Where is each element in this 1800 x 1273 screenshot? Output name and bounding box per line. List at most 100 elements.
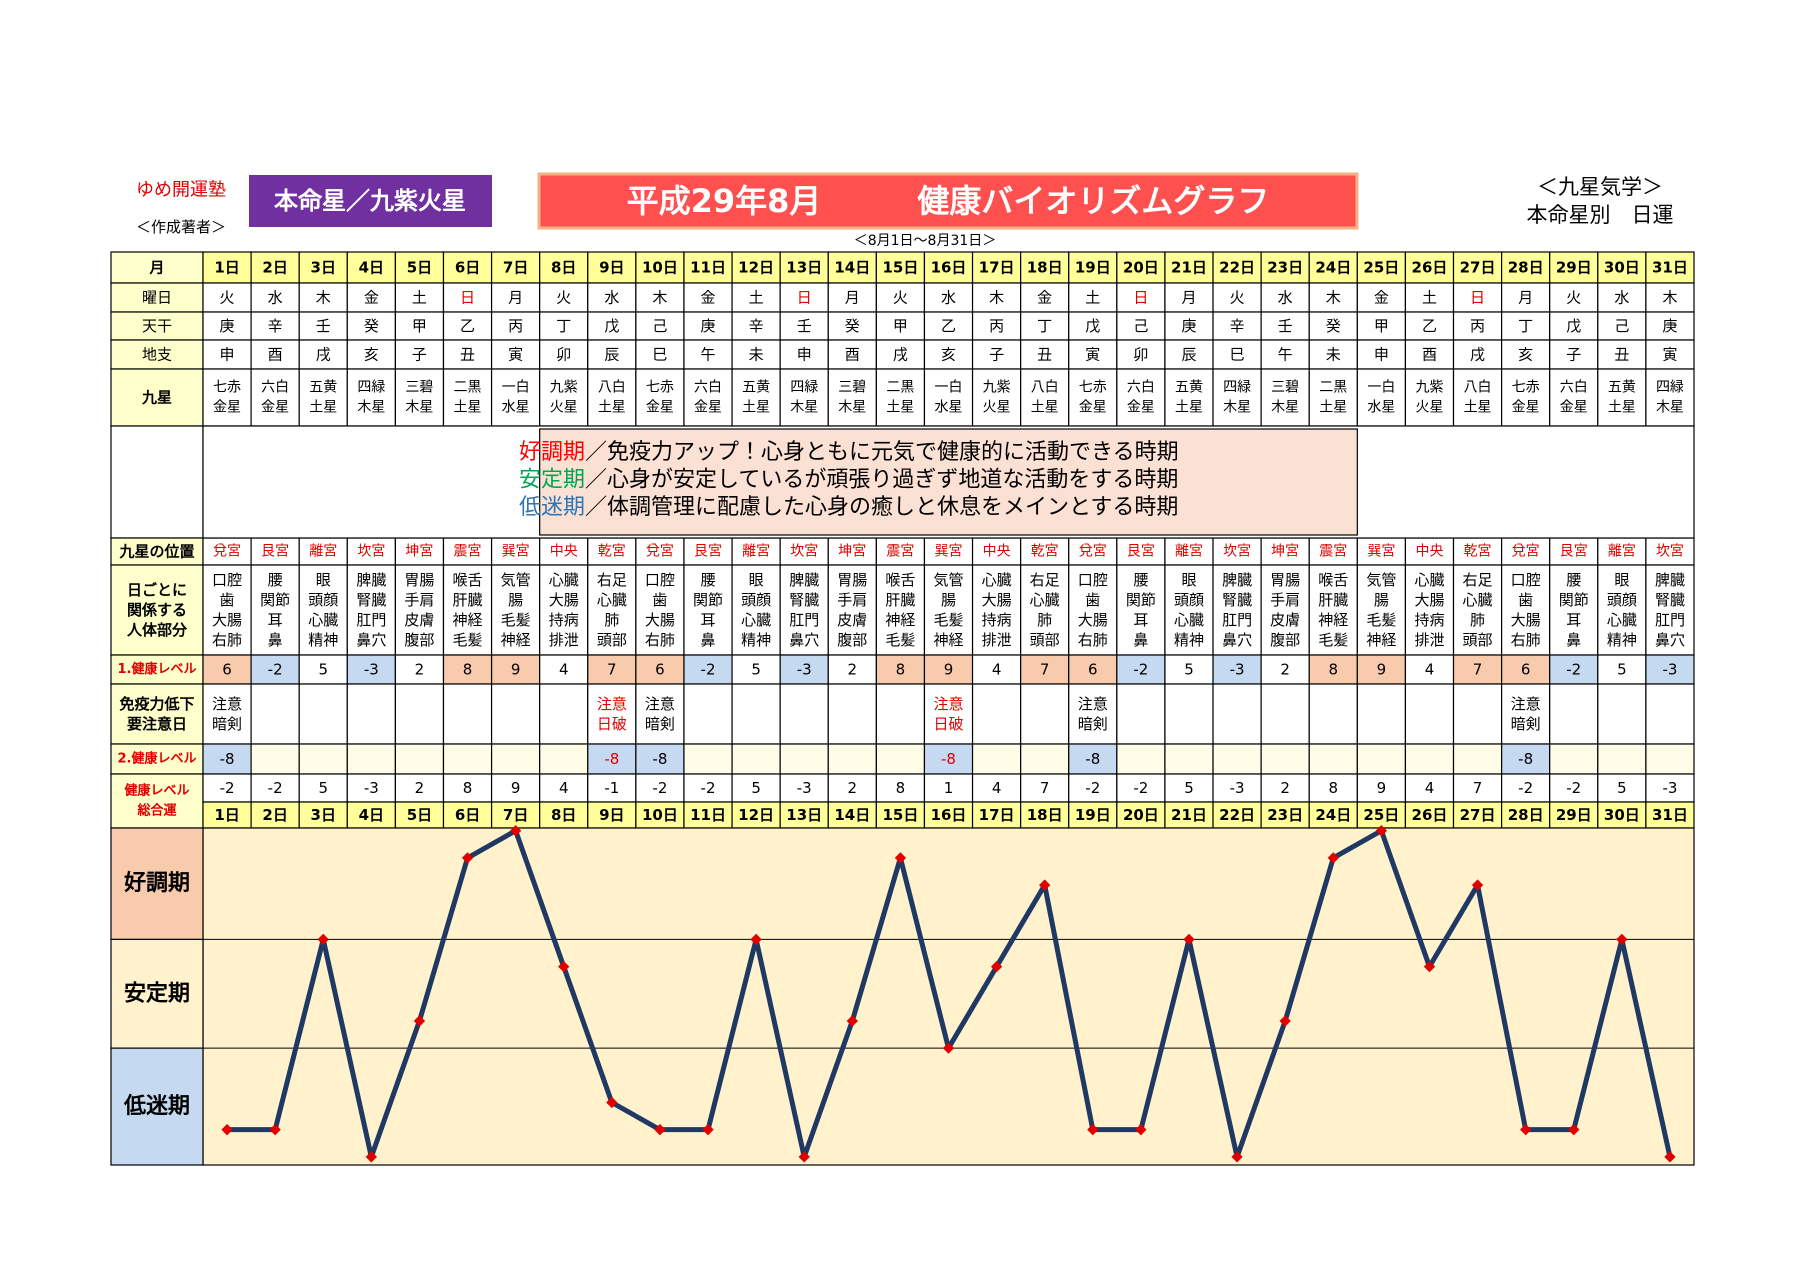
cell (1645, 282, 1695, 313)
cell (1212, 368, 1262, 427)
body-part: 大腸 (1414, 591, 1444, 609)
cell (731, 683, 781, 745)
star-name: 一白 (1367, 380, 1395, 396)
cell (250, 743, 300, 775)
stem: 丙 (1470, 317, 1485, 335)
cell (346, 537, 396, 566)
band-label-cell (110, 1047, 204, 1166)
body-part: 毛髪 (501, 611, 531, 629)
band-label: 安定期 (124, 980, 190, 1006)
row-label: 地支 (142, 346, 172, 364)
cell (779, 368, 829, 427)
cell (1597, 683, 1647, 745)
body-part: 肛門 (789, 611, 819, 629)
health-level: -3 (1662, 661, 1677, 679)
health-level: 6 (1521, 661, 1531, 679)
star-name: 七赤 (213, 380, 241, 396)
day-header: 17日 (979, 806, 1015, 824)
cell (490, 683, 541, 745)
body-part: 心臓 (982, 571, 1012, 589)
total-level: -2 (220, 779, 235, 797)
row-label: 曜日 (142, 289, 172, 307)
health-level: 8 (896, 661, 906, 679)
cell (1452, 311, 1503, 341)
body-part: 喉舌 (453, 571, 483, 589)
row-label: 1.健康レベル (118, 661, 197, 677)
cell (1549, 282, 1599, 313)
branch: 寅 (508, 346, 523, 364)
weekday: 水 (1278, 289, 1293, 307)
total-level: 8 (463, 779, 473, 797)
day-header: 16日 (931, 806, 967, 824)
body-part: 腰 (1133, 571, 1148, 589)
stem: 乙 (941, 317, 956, 335)
palace: 坎宮 (1656, 544, 1684, 560)
star-name: 六白 (694, 380, 722, 396)
day-header: 20日 (1123, 259, 1159, 277)
marker (1135, 1124, 1147, 1136)
cell (394, 251, 445, 284)
day-header: 23日 (1267, 806, 1303, 824)
cell (442, 801, 493, 829)
cell (1645, 251, 1695, 284)
health-level: -2 (701, 661, 716, 679)
weekday: 火 (893, 289, 908, 307)
star-name: 五黄 (742, 379, 770, 396)
palace: 坤宮 (838, 544, 866, 560)
cell (1645, 801, 1695, 829)
stem: 辛 (749, 317, 764, 335)
body-part: 毛髪 (453, 631, 483, 649)
stem: 乙 (460, 317, 475, 335)
cell (923, 801, 974, 829)
health-level: -3 (364, 661, 379, 679)
legend-term: 安定期 (519, 467, 585, 492)
weekday: 月 (1181, 289, 1196, 307)
body-part: 腰 (268, 571, 283, 589)
health-level: 6 (222, 661, 232, 679)
total-level: -2 (652, 779, 667, 797)
cell (346, 743, 396, 775)
cell (1308, 773, 1358, 803)
cell (1068, 311, 1118, 341)
body-part: 眼 (1614, 571, 1629, 589)
health-level: 9 (944, 661, 954, 679)
day-header: 11日 (690, 259, 726, 277)
day-header: 27日 (1460, 259, 1496, 277)
legend-term: 低迷期 (519, 495, 585, 520)
star-name: 水星 (502, 400, 530, 416)
health-level: 5 (751, 661, 761, 679)
cell (1404, 801, 1455, 829)
cell (779, 339, 829, 370)
health-level: -2 (1566, 661, 1581, 679)
cell (923, 683, 974, 745)
cell (539, 339, 589, 370)
body-part: 腸 (941, 591, 956, 609)
health-level-2: -8 (1085, 750, 1100, 768)
star-name: 木星 (1656, 400, 1684, 416)
legend-term: 好調期 (519, 440, 585, 465)
body-part: 心臓 (1463, 591, 1493, 609)
cell (731, 368, 781, 427)
body-part: 腰 (701, 571, 716, 589)
body-part: 歯 (1085, 591, 1100, 609)
marker (942, 1042, 955, 1054)
day-header: 10日 (642, 259, 678, 277)
cell (683, 368, 733, 427)
stem: 丁 (556, 317, 571, 335)
star-name: 五黄 (1608, 379, 1636, 396)
cell (539, 743, 589, 775)
weekday: 金 (364, 289, 379, 307)
star-name: 四緑 (1223, 380, 1251, 396)
day-header: 15日 (882, 806, 918, 824)
cell (250, 251, 300, 284)
cell (1645, 564, 1695, 656)
body-part: 神経 (1318, 611, 1348, 629)
cell (875, 683, 926, 745)
weekday: 水 (1614, 289, 1629, 307)
cell (1501, 311, 1551, 341)
branch: 寅 (1662, 346, 1677, 364)
health-level: 7 (1040, 661, 1050, 679)
health-level: 7 (607, 661, 617, 679)
body-part: 頭部 (1030, 631, 1060, 649)
